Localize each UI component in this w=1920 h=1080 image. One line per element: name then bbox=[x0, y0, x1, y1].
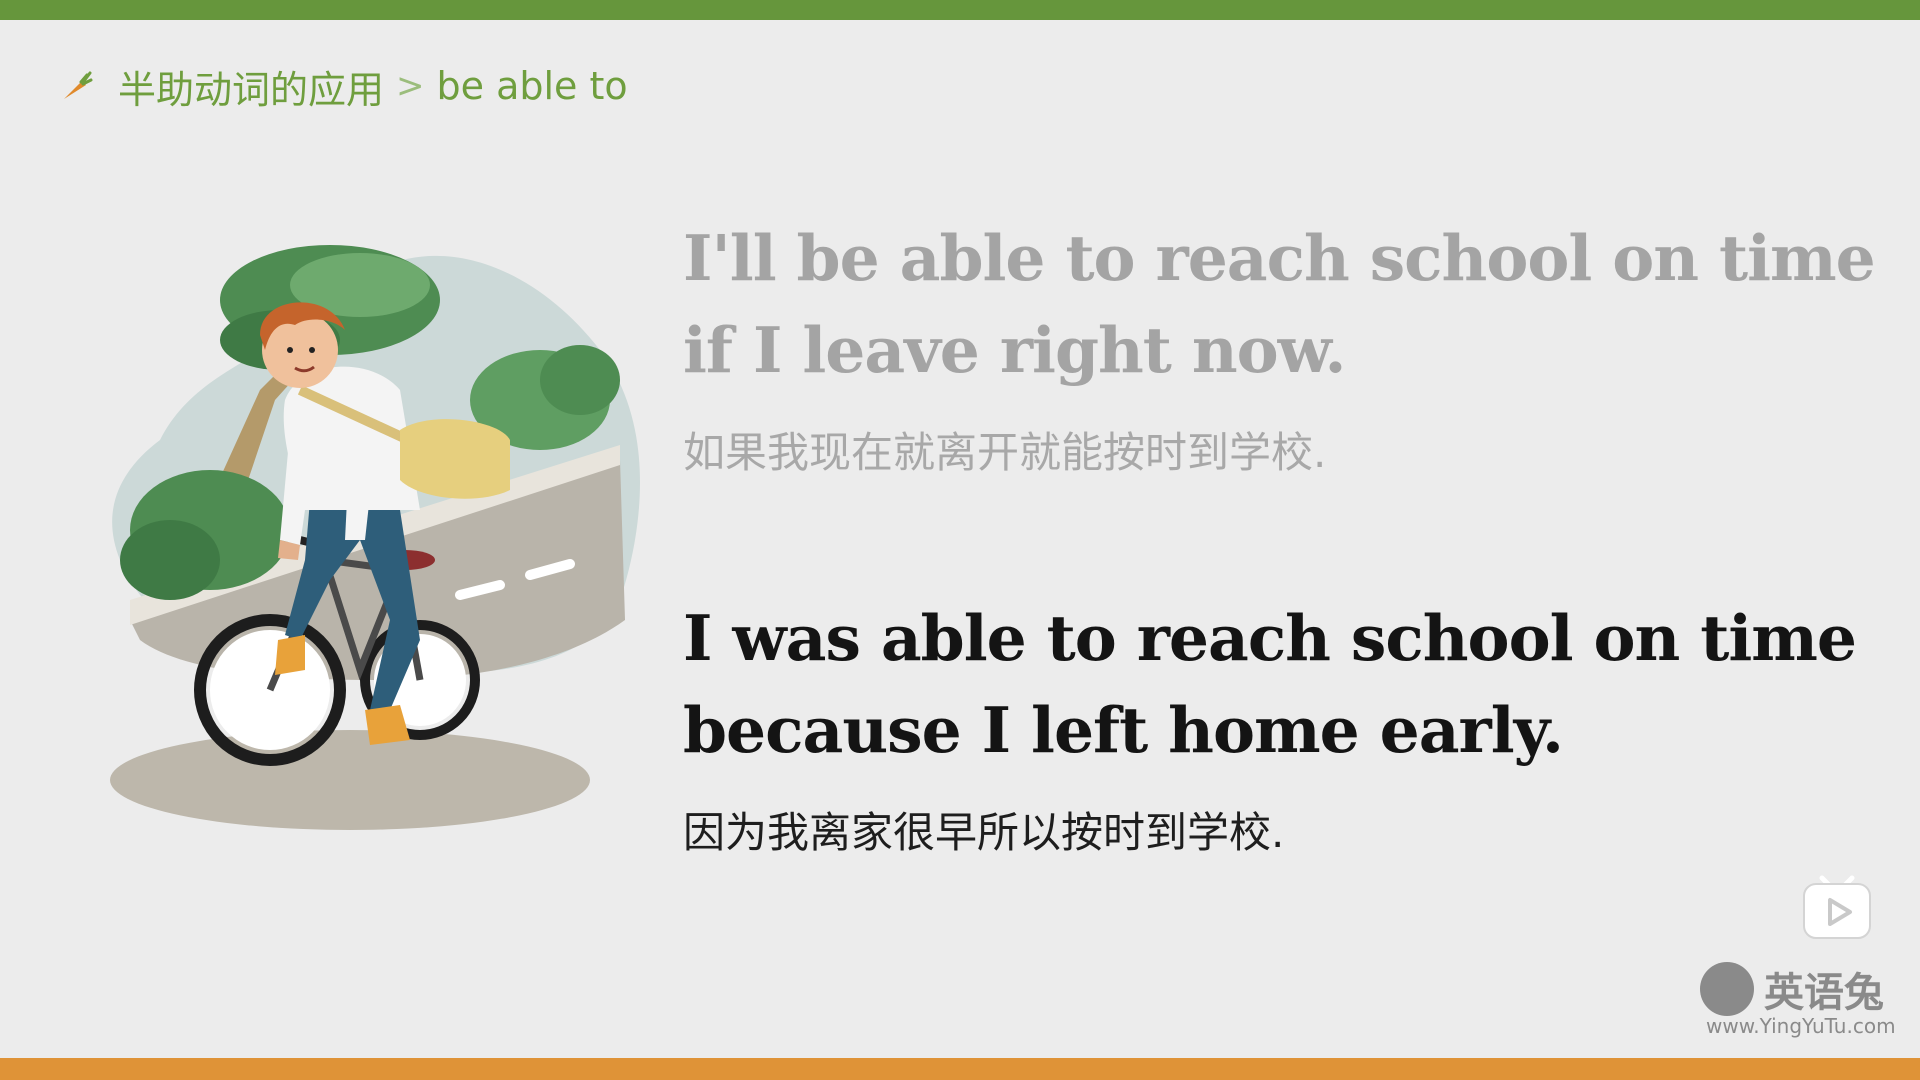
rabbit-logo-icon bbox=[1700, 962, 1754, 1016]
breadcrumb-separator: > bbox=[396, 66, 425, 106]
breadcrumb-topic: be able to bbox=[436, 64, 628, 108]
breadcrumb: 半助动词的应用 > be able to bbox=[60, 58, 628, 114]
example-2-english: I was able to reach school on time becau… bbox=[683, 592, 1863, 776]
play-icon bbox=[1803, 875, 1871, 939]
watermark: 英语兔 www.YingYuTu.com bbox=[1700, 960, 1900, 1042]
example-1-english: I'll be able to reach school on time if … bbox=[683, 212, 1876, 396]
example-2-english-line-2: because I left home early. bbox=[683, 693, 1564, 767]
cyclist-illustration bbox=[110, 245, 640, 830]
play-button[interactable] bbox=[1800, 870, 1874, 942]
example-2-chinese: 因为我离家很早所以按时到学校. bbox=[683, 808, 1285, 857]
example-1-chinese: 如果我现在就离开就能按时到学校. bbox=[683, 428, 1327, 477]
bottom-accent-bar bbox=[0, 1058, 1920, 1080]
example-1-english-line-2: if I leave right now. bbox=[683, 313, 1347, 387]
example-2-english-line-1: I was able to reach school on time bbox=[683, 601, 1857, 675]
example-1-english-line-1: I'll be able to reach school on time bbox=[683, 221, 1876, 295]
top-accent-bar bbox=[0, 0, 1920, 20]
carrot-icon bbox=[64, 71, 93, 99]
watermark-brand: 英语兔 bbox=[1764, 969, 1884, 1016]
watermark-site: www.YingYuTu.com bbox=[1706, 1014, 1896, 1038]
breadcrumb-section: 半助动词的应用 bbox=[118, 67, 385, 112]
